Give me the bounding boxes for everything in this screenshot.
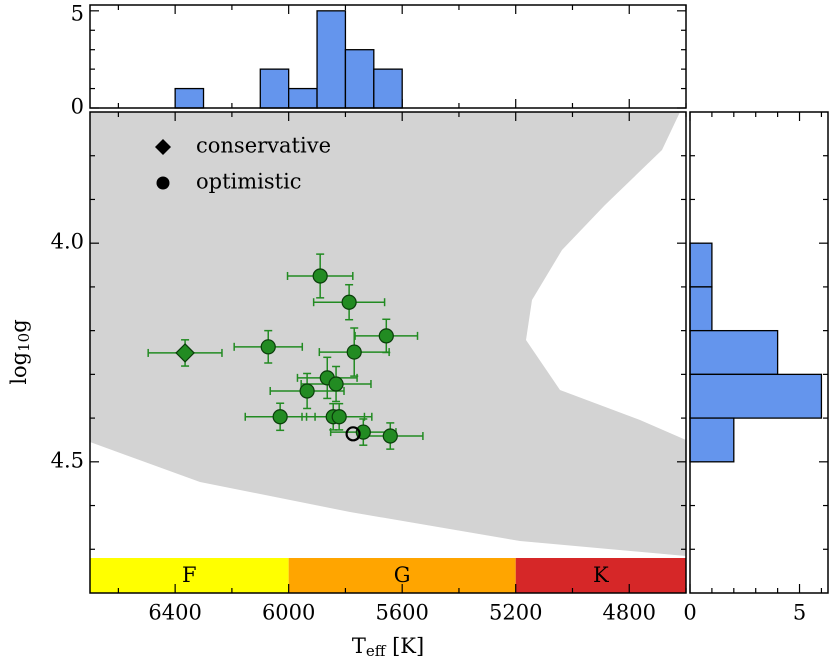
histogram-bar <box>316 10 347 109</box>
y-tick-label: 4.0 <box>51 230 84 254</box>
x-tick-label: 5200 <box>489 601 542 625</box>
x-tick-label: 4800 <box>603 601 656 625</box>
main-frame <box>89 111 687 594</box>
legend-marker <box>155 139 171 155</box>
x-tick-label: 5 <box>793 601 806 625</box>
histogram-bar <box>344 49 375 109</box>
x-tick-label: 6000 <box>262 601 315 625</box>
legend-marker <box>156 176 170 190</box>
point <box>175 343 195 363</box>
x-tick-label: 6400 <box>148 601 201 625</box>
legend-label: conservative <box>196 134 331 158</box>
x-tick-label: 0 <box>683 601 696 625</box>
point <box>299 383 315 399</box>
histogram-bar <box>689 242 713 288</box>
point <box>346 344 362 360</box>
point <box>260 339 276 355</box>
x-tick-label: 5600 <box>375 601 428 625</box>
y-axis-label: log10g <box>7 319 34 384</box>
histogram-bar <box>689 286 713 332</box>
point <box>382 428 398 444</box>
y-tick-label: 4.5 <box>51 448 84 472</box>
y-tick-label: 5 <box>71 2 84 26</box>
spectral-band <box>515 558 686 593</box>
x-axis-label: Teff [K] <box>352 634 424 661</box>
point <box>331 409 347 425</box>
histogram-bar <box>689 329 779 376</box>
right-frame <box>689 111 829 594</box>
legend-label: optimistic <box>196 170 302 194</box>
point <box>378 328 394 344</box>
y-tick-label: 0 <box>71 95 84 119</box>
histogram-bar <box>373 68 403 109</box>
point <box>312 268 328 284</box>
point <box>341 294 357 310</box>
point <box>328 376 344 392</box>
point <box>272 409 288 425</box>
point <box>345 426 361 442</box>
histogram-bar <box>288 87 318 109</box>
histogram-bar <box>259 68 290 109</box>
histogram-bar <box>174 87 205 109</box>
histogram-bar <box>689 417 735 463</box>
spectral-band <box>90 558 289 593</box>
band-label: F <box>182 563 197 587</box>
band-label: K <box>593 563 609 587</box>
band-label: G <box>394 563 411 587</box>
top-frame <box>89 4 687 109</box>
histogram-bar <box>689 373 823 419</box>
